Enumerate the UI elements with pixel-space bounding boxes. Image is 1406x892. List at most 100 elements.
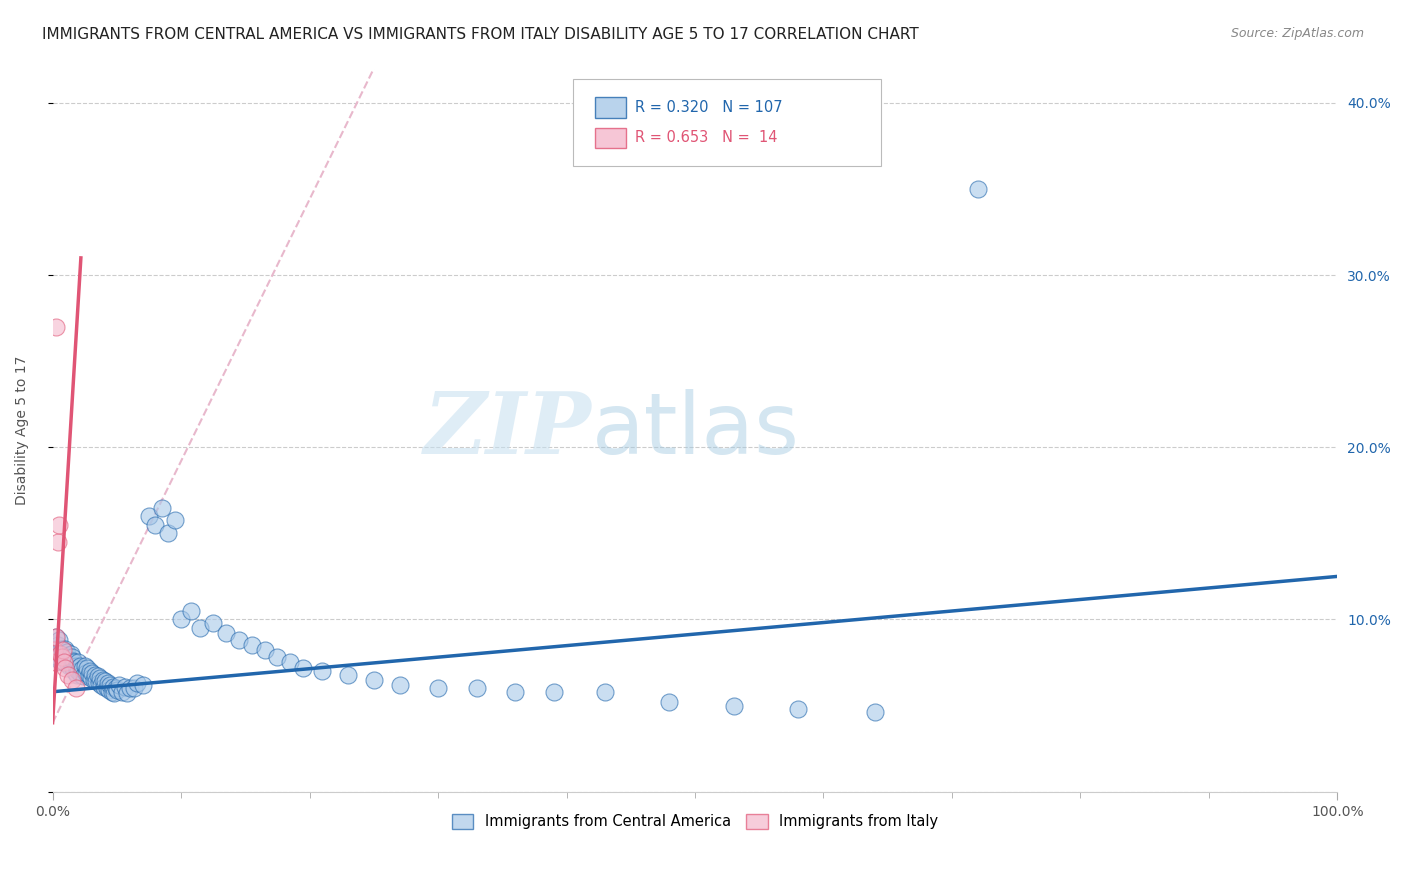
Point xyxy=(67,656,90,670)
Point xyxy=(86,669,108,683)
Point xyxy=(127,676,149,690)
Point xyxy=(60,673,83,687)
Point xyxy=(543,685,565,699)
Point xyxy=(48,517,70,532)
Point xyxy=(70,662,93,676)
Point xyxy=(59,656,82,670)
Point xyxy=(73,659,96,673)
Point xyxy=(42,643,65,657)
Point xyxy=(44,636,66,650)
Point xyxy=(46,535,69,549)
Point xyxy=(723,698,745,713)
Point xyxy=(266,650,288,665)
Point xyxy=(56,667,79,681)
Point xyxy=(62,660,84,674)
Text: Source: ZipAtlas.com: Source: ZipAtlas.com xyxy=(1230,27,1364,40)
FancyBboxPatch shape xyxy=(595,128,626,148)
Point xyxy=(46,638,69,652)
Point xyxy=(104,681,127,696)
Text: R = 0.320   N = 107: R = 0.320 N = 107 xyxy=(634,100,782,115)
Point xyxy=(122,681,145,696)
Point xyxy=(55,654,77,668)
Point xyxy=(55,645,77,659)
Point xyxy=(131,678,153,692)
Point xyxy=(311,664,333,678)
Point xyxy=(44,656,66,670)
Point xyxy=(76,660,98,674)
Point xyxy=(70,667,93,681)
FancyBboxPatch shape xyxy=(595,97,626,118)
Point xyxy=(114,680,136,694)
Point xyxy=(48,633,70,648)
Point xyxy=(56,648,79,663)
Point xyxy=(51,641,73,656)
Text: atlas: atlas xyxy=(592,389,800,472)
Point xyxy=(388,678,411,692)
Point xyxy=(53,656,76,670)
Point xyxy=(67,664,90,678)
Point xyxy=(90,678,112,692)
Point xyxy=(427,681,450,696)
Point xyxy=(62,654,84,668)
Point xyxy=(863,706,886,720)
Point xyxy=(150,500,173,515)
Point xyxy=(111,685,134,699)
Point xyxy=(80,671,103,685)
Point xyxy=(51,648,73,663)
Point xyxy=(101,680,124,694)
Point xyxy=(82,665,104,680)
Point xyxy=(65,681,87,696)
Point xyxy=(138,509,160,524)
Point xyxy=(97,676,120,690)
Point xyxy=(63,656,86,670)
Point xyxy=(53,647,76,661)
Point xyxy=(658,695,681,709)
Point xyxy=(363,673,385,687)
Point xyxy=(100,678,122,692)
Text: R = 0.653   N =  14: R = 0.653 N = 14 xyxy=(634,130,778,145)
FancyBboxPatch shape xyxy=(574,79,882,166)
Point xyxy=(51,650,73,665)
Point xyxy=(503,685,526,699)
Point xyxy=(45,630,67,644)
Point xyxy=(253,643,276,657)
Point xyxy=(52,643,75,657)
Point xyxy=(105,683,128,698)
Point xyxy=(786,702,808,716)
Point xyxy=(89,671,111,685)
Point xyxy=(94,674,117,689)
Point xyxy=(49,647,72,661)
Point xyxy=(91,673,114,687)
Point xyxy=(58,652,80,666)
Point xyxy=(145,517,167,532)
Point xyxy=(55,660,77,674)
Point xyxy=(87,676,110,690)
Point xyxy=(115,686,138,700)
Legend: Immigrants from Central America, Immigrants from Italy: Immigrants from Central America, Immigra… xyxy=(446,808,945,835)
Point xyxy=(49,654,72,668)
Point xyxy=(66,660,89,674)
Point xyxy=(163,513,186,527)
Point xyxy=(96,681,118,696)
Point xyxy=(966,182,988,196)
Point xyxy=(118,681,141,696)
Point xyxy=(66,667,89,681)
Point xyxy=(60,650,83,665)
Point xyxy=(69,659,91,673)
Point xyxy=(108,678,131,692)
Point xyxy=(202,615,225,630)
Point xyxy=(215,626,238,640)
Point xyxy=(98,683,121,698)
Point xyxy=(593,685,616,699)
Point xyxy=(45,641,67,656)
Point xyxy=(59,647,82,661)
Point xyxy=(337,667,360,681)
Point xyxy=(52,652,75,666)
Point xyxy=(55,641,77,656)
Text: ZIP: ZIP xyxy=(425,388,592,472)
Point xyxy=(292,660,315,674)
Point xyxy=(42,643,65,657)
Point xyxy=(65,665,87,680)
Point xyxy=(52,643,75,657)
Text: IMMIGRANTS FROM CENTRAL AMERICA VS IMMIGRANTS FROM ITALY DISABILITY AGE 5 TO 17 : IMMIGRANTS FROM CENTRAL AMERICA VS IMMIG… xyxy=(42,27,920,42)
